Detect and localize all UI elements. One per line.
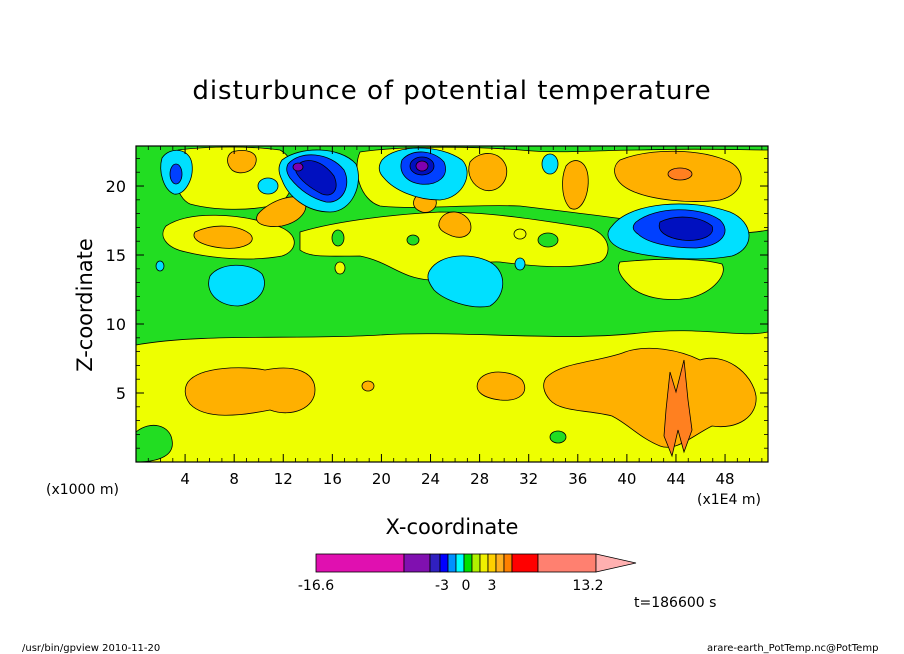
x-tick-label: 8 xyxy=(229,470,239,488)
colorbar-segment xyxy=(537,553,597,573)
colorbar-segment xyxy=(495,553,505,573)
field-orange-upper-2 xyxy=(256,196,307,227)
colorbar-segment xyxy=(403,553,431,573)
field-orange-upper-8 xyxy=(227,150,257,174)
y-axis-label: Z-coordinate xyxy=(73,238,97,372)
colorbar-segment xyxy=(315,553,405,573)
colorbar-segment xyxy=(471,553,481,573)
colorbar-label: -3 xyxy=(435,578,449,594)
field-yellow-upper-3 xyxy=(618,258,724,300)
field-dark-orange-spike xyxy=(663,359,693,458)
y-axis: 5 10 15 20 xyxy=(106,158,768,449)
x-scale-label: (x1000 m) xyxy=(46,482,119,498)
field-navy-1 xyxy=(295,160,337,196)
field-green-bottom-spot xyxy=(549,430,567,444)
x-axis: 4 8 12 16 20 24 28 32 36 40 44 48 xyxy=(147,146,763,488)
colorbar-segment xyxy=(429,553,441,573)
y-tick-label: 15 xyxy=(106,246,126,265)
colorbar-segment xyxy=(463,553,473,573)
plot-frame xyxy=(135,145,769,463)
x-tick-label: 40 xyxy=(617,470,636,488)
chart-title: disturbunce of potential temperature xyxy=(192,76,712,106)
field-orange-upper-3 xyxy=(438,211,472,238)
colorbar-label: 3 xyxy=(488,578,497,594)
y-tick-label: 20 xyxy=(106,177,126,196)
field-green-patch-2 xyxy=(406,234,420,246)
colorbar-segment xyxy=(487,553,497,573)
colorbar-segment xyxy=(479,553,489,573)
colorbar-label: -16.6 xyxy=(298,578,334,594)
time-label: t=186600 s xyxy=(634,595,717,611)
field-purple-2 xyxy=(415,160,429,172)
field-green-patch-1 xyxy=(331,229,345,247)
field-yellow-upper-2 xyxy=(299,211,609,281)
x-tick-label: 48 xyxy=(716,470,735,488)
footer-right: arare-earth_PotTemp.nc@PotTemp xyxy=(707,643,879,654)
x-tick-label: 16 xyxy=(323,470,342,488)
contour-fields xyxy=(136,146,768,462)
x-axis-label: X-coordinate xyxy=(385,515,519,539)
y-tick-label: 10 xyxy=(106,315,126,334)
field-blue-4 xyxy=(169,163,183,185)
x-tick-label: 28 xyxy=(470,470,489,488)
field-orange-upper-7 xyxy=(562,160,589,210)
footer-left: /usr/bin/gpview 2010-11-20 xyxy=(22,643,161,654)
field-orange-upper-6 xyxy=(468,153,508,192)
x-tick-label: 12 xyxy=(274,470,293,488)
x-tick-label: 32 xyxy=(519,470,538,488)
x-tick-label: 4 xyxy=(180,470,190,488)
field-cyan-2 xyxy=(427,255,504,308)
field-orange-lower-1 xyxy=(184,367,316,416)
field-dark-orange-upper xyxy=(667,167,693,181)
y-tick-label: 5 xyxy=(116,384,126,403)
x-tick-label: 20 xyxy=(372,470,391,488)
colorbar-segment xyxy=(511,553,539,573)
colorbar: -16.6 -3 0 3 13.2 xyxy=(298,553,637,594)
field-yellow-patch-1 xyxy=(334,261,346,275)
x-tick-label: 36 xyxy=(568,470,587,488)
colorbar-segment xyxy=(503,553,513,573)
colorbar-arrow xyxy=(595,553,637,573)
field-orange-lower-3 xyxy=(476,371,526,401)
colorbar-segment xyxy=(447,553,457,573)
colorbar-label: 0 xyxy=(462,578,471,594)
colorbar-segment xyxy=(455,553,465,573)
field-cyan-1 xyxy=(208,264,265,307)
field-navy-3 xyxy=(658,216,713,241)
x-unit-label: (x1E4 m) xyxy=(697,492,761,508)
field-cyan-8 xyxy=(541,153,559,175)
colorbar-segment xyxy=(439,553,449,573)
field-yellow-patch-2 xyxy=(513,228,527,240)
field-cyan-10 xyxy=(155,260,165,272)
field-purple-1 xyxy=(292,162,304,172)
field-orange-lower-2 xyxy=(361,380,375,392)
field-cyan-7 xyxy=(257,177,279,195)
field-cyan-9 xyxy=(514,257,526,271)
x-tick-label: 44 xyxy=(666,470,685,488)
x-tick-label: 24 xyxy=(421,470,440,488)
field-green-patch-3 xyxy=(537,232,559,248)
colorbar-label: 13.2 xyxy=(572,578,603,594)
field-orange-upper-1 xyxy=(193,225,253,249)
field-orange-lower-4 xyxy=(543,347,757,448)
